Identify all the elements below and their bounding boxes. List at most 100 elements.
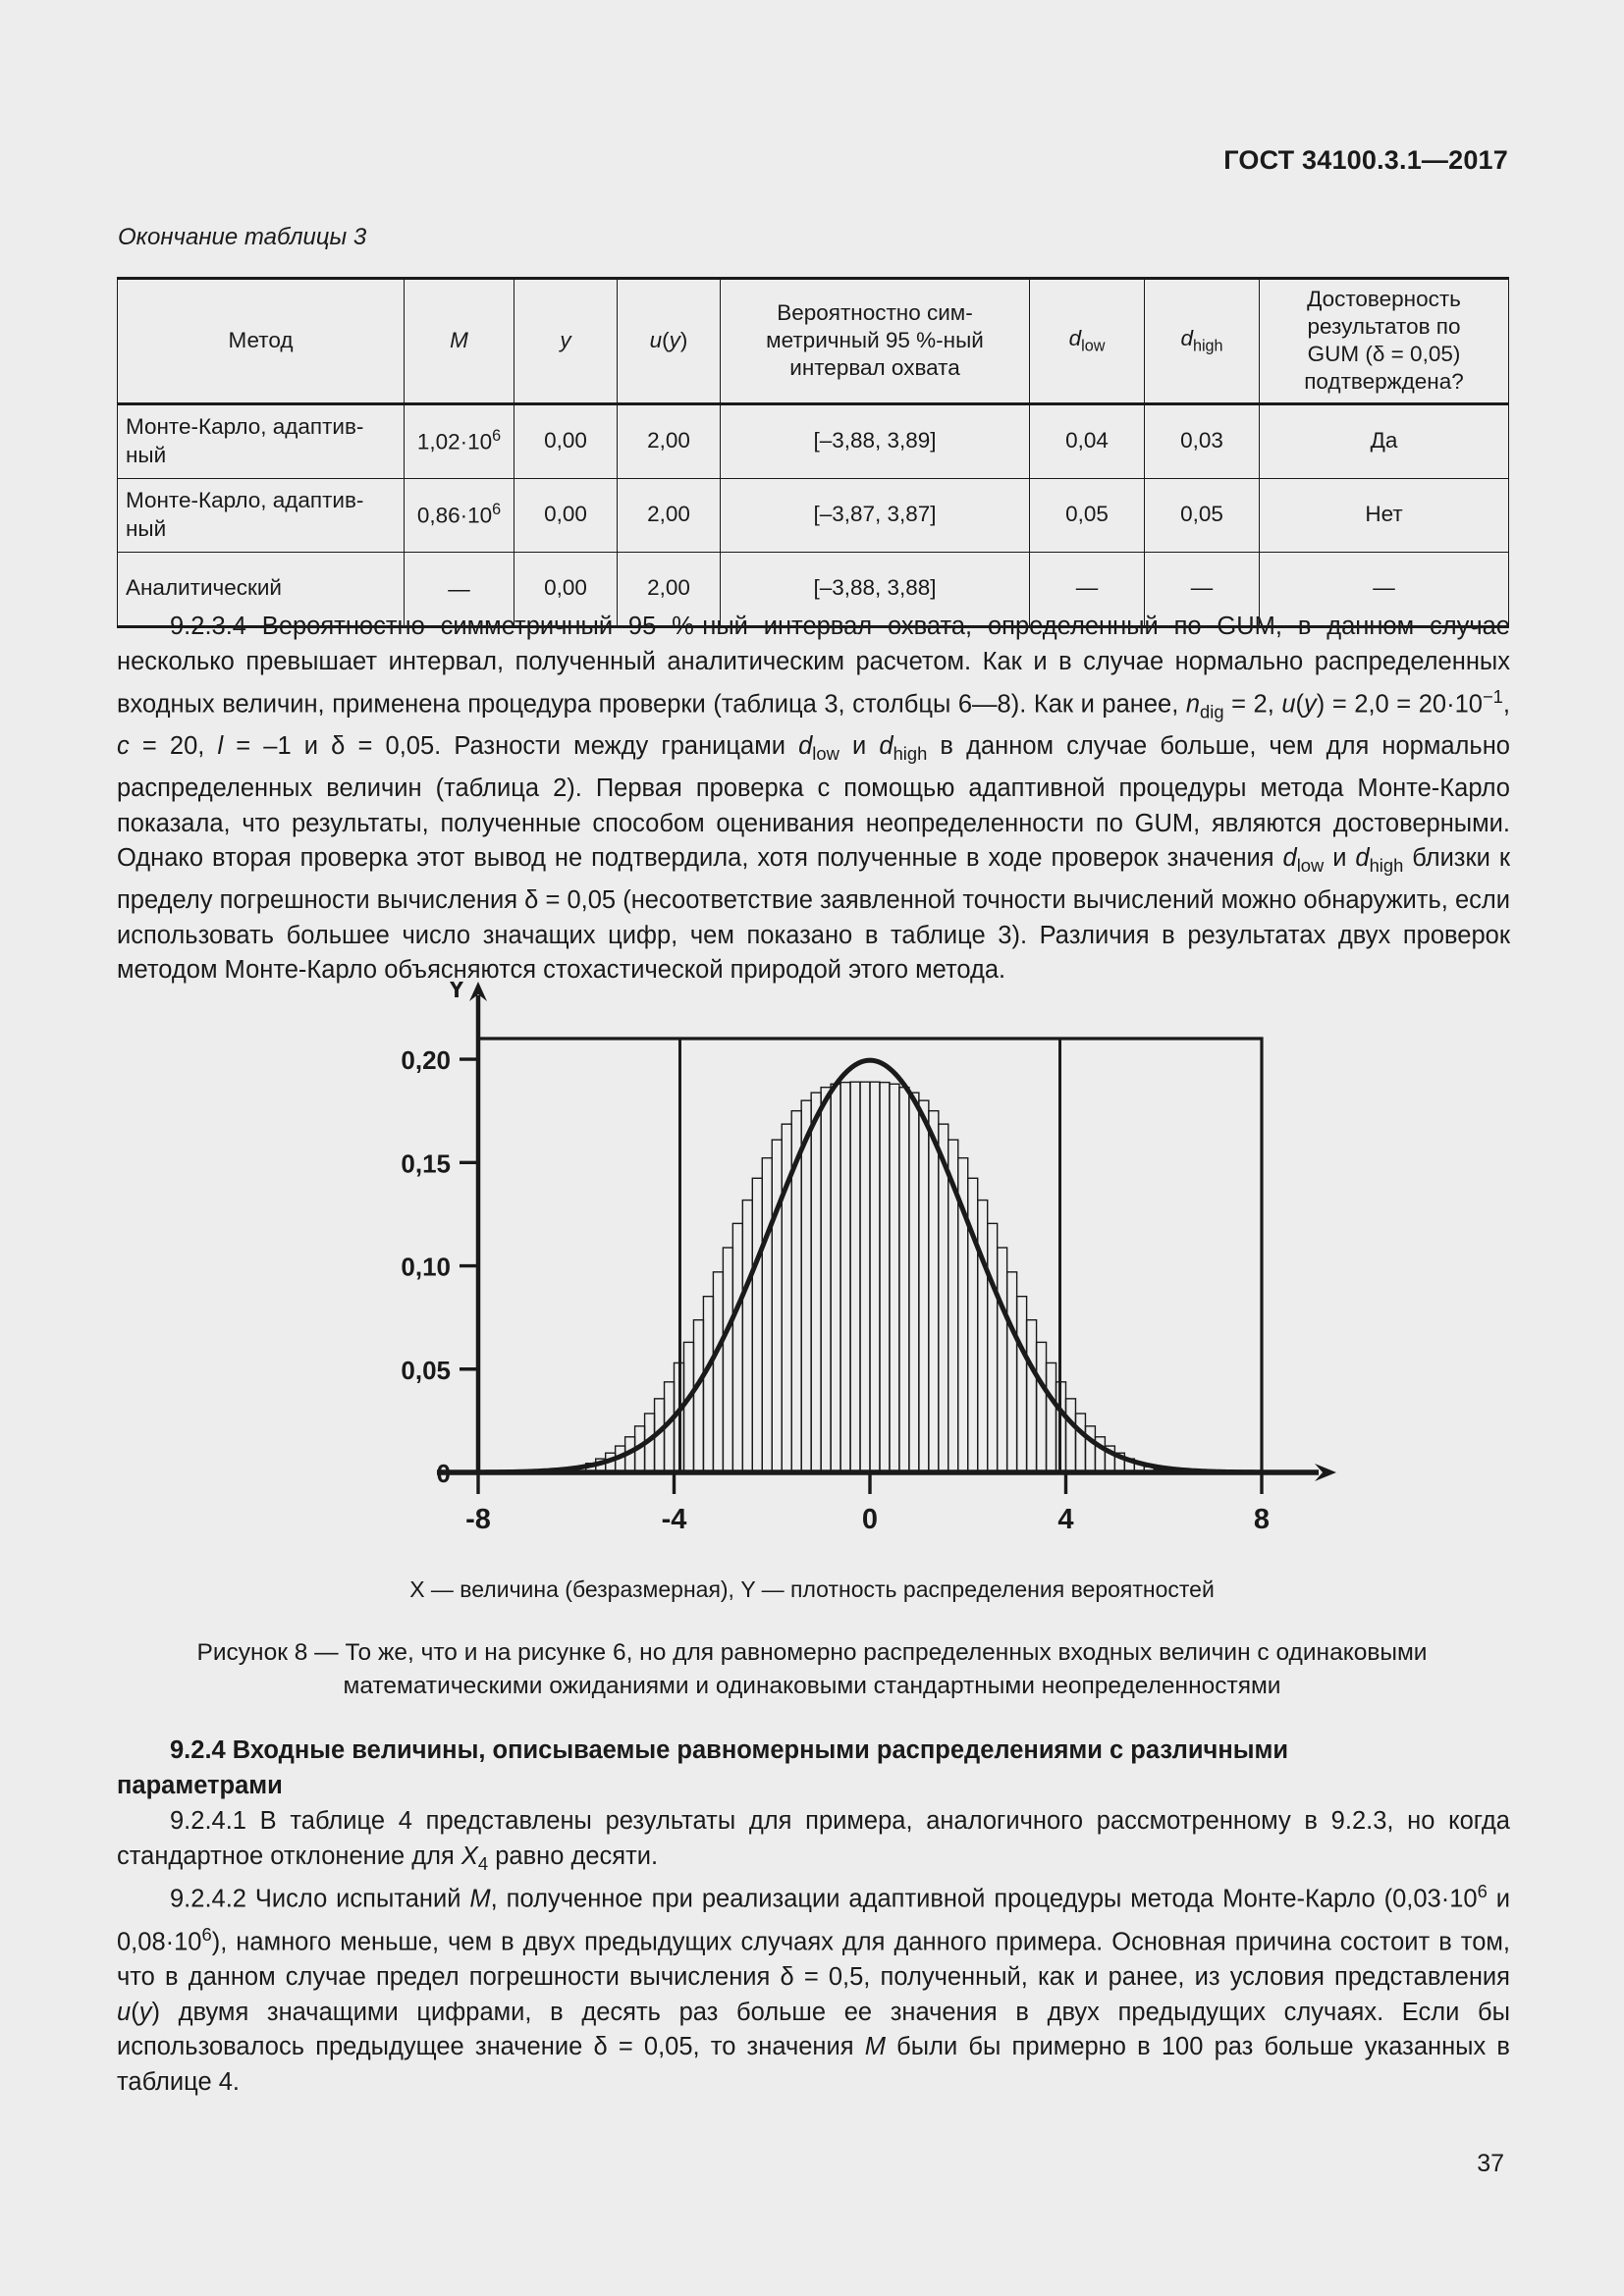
col-header-interval: Вероятностно сим- метричный 95 %-ный инт… — [720, 277, 1030, 405]
table-body: Монте-Карло, адаптив-ный 1,02·106 0,00 2… — [117, 402, 1509, 628]
col-header-uy-var: y — [669, 328, 680, 353]
histogram-bar — [869, 1081, 881, 1473]
x-tick-label: 8 — [1254, 1504, 1270, 1535]
cell-interval: [–3,87, 3,87] — [720, 477, 1030, 553]
histogram-bar — [1045, 1362, 1057, 1473]
histogram-bar — [849, 1081, 861, 1473]
table-caption: Окончание таблицы 3 — [118, 224, 367, 250]
cell-m: 1,02·106 — [404, 402, 514, 479]
cell-dlow: 0,05 — [1029, 477, 1145, 553]
histogram-bar — [1015, 1295, 1028, 1473]
table-row: Аналитический — 0,00 2,00 [–3,88, 3,88] … — [117, 551, 1509, 628]
histogram-bar — [839, 1081, 851, 1473]
histogram-bar — [996, 1247, 1008, 1473]
histogram-bar — [928, 1109, 940, 1473]
cell-interval: [–3,88, 3,89] — [720, 402, 1030, 479]
cell-uy: 2,00 — [617, 477, 721, 553]
col-header-y: y — [514, 277, 618, 405]
histogram-bar — [938, 1123, 949, 1473]
histogram-bar — [987, 1222, 999, 1473]
histogram-bar — [771, 1139, 783, 1473]
y-tick-label: 0,15 — [401, 1148, 451, 1178]
histogram-bar — [898, 1086, 910, 1473]
y-tick-label: 0 — [437, 1459, 451, 1488]
pdf-curve — [477, 1057, 1263, 1475]
figure-caption-line2: математическими ожиданиями и одинаковыми… — [343, 1673, 1281, 1699]
histogram-bar — [702, 1295, 715, 1473]
x-tick-label: -8 — [465, 1504, 491, 1535]
cell-method: Аналитический — [117, 551, 405, 628]
dhigh-base: d — [1180, 326, 1193, 351]
x-tick-label: 0 — [862, 1504, 878, 1535]
col-header-interval-l2: метричный 95 %-ный — [766, 328, 984, 353]
y-axis-arrow — [469, 982, 487, 1001]
histogram-bar — [1074, 1413, 1087, 1473]
cell-m-mantissa: 1,02·10 — [416, 429, 493, 454]
cell-uy: 2,00 — [617, 402, 721, 479]
paragraph-9-2-4-2: 9.2.4.2 Число испытаний M, полученное пр… — [117, 1881, 1510, 2096]
cell-dhigh: 0,03 — [1144, 402, 1260, 479]
col-header-uy-base: u — [649, 328, 663, 353]
x-axis-arrow — [1315, 1464, 1336, 1481]
col-header-dlow: dlow — [1029, 277, 1145, 405]
cell-dlow: — — [1029, 551, 1145, 628]
histogram-bar — [722, 1247, 734, 1473]
histogram-bar — [741, 1199, 753, 1473]
dlow-sub: low — [1081, 337, 1106, 355]
histogram-bar — [1035, 1341, 1048, 1473]
col-header-dhigh: dhigh — [1144, 277, 1260, 405]
histogram-bar — [879, 1081, 891, 1473]
cell-m-mantissa: — — [448, 576, 470, 602]
histogram-bar — [800, 1099, 812, 1473]
histogram-bar — [918, 1099, 930, 1473]
cell-gum: Нет — [1259, 477, 1509, 553]
y-tick-label: 0,05 — [401, 1356, 451, 1385]
cell-gum: Да — [1259, 402, 1509, 479]
cell-y: 0,00 — [514, 477, 618, 553]
page-number: 37 — [1477, 2150, 1504, 2177]
histogram-bar — [1084, 1425, 1097, 1473]
dlow-base: d — [1068, 326, 1082, 351]
cell-m: 0,86·106 — [404, 477, 514, 553]
table-header: Метод M y u(y) Вероятностно сим- метричн… — [117, 277, 1509, 405]
paragraph-9-2-4-1: 9.2.4.1 В таблице 4 представлены результ… — [117, 1807, 1510, 1874]
histogram-bar — [820, 1086, 832, 1473]
col-header-gum-l1: Достоверность — [1307, 287, 1461, 311]
table-row: Монте-Карло, адаптив-ный 0,86·106 0,00 2… — [117, 477, 1509, 553]
histogram-bar — [731, 1222, 744, 1473]
histogram-bar — [761, 1156, 773, 1473]
y-tick-label: 0,20 — [401, 1045, 451, 1075]
col-header-gum-l2: результатов по — [1307, 314, 1461, 340]
figure-caption-line1: Рисунок 8 — То же, что и на рисунке 6, н… — [196, 1639, 1428, 1666]
col-header-gum: Достоверность результатов по GUM (δ = 0,… — [1259, 277, 1509, 405]
x-tick-label: 4 — [1057, 1504, 1073, 1535]
col-header-interval-l3: интервал охвата — [789, 355, 960, 381]
histogram-bar — [692, 1318, 705, 1473]
histogram-bar — [712, 1271, 725, 1473]
histogram-bar — [751, 1177, 763, 1473]
figure-legend: X — величина (безразмерная), Y — плотнос… — [409, 1576, 1215, 1602]
histogram-bar — [859, 1081, 871, 1473]
cell-m-exponent: 6 — [492, 501, 502, 519]
cell-method: Монте-Карло, адаптив-ный — [117, 402, 405, 479]
cell-dlow: 0,04 — [1029, 402, 1145, 479]
histogram-bar — [1005, 1271, 1018, 1473]
cell-dhigh: 0,05 — [1144, 477, 1260, 553]
figure-caption: Рисунок 8 — То же, что и на рисунке 6, н… — [184, 1636, 1440, 1703]
cell-m-exponent: 6 — [492, 427, 502, 446]
histogram-bar — [1025, 1318, 1038, 1473]
histogram-bar — [908, 1092, 920, 1473]
results-table: Метод M y u(y) Вероятностно сим- метричн… — [117, 277, 1509, 628]
col-header-m: M — [404, 277, 514, 405]
plot-frame — [478, 1037, 1264, 1472]
standard-number-header: ГОСТ 34100.3.1—2017 — [1223, 145, 1508, 175]
histogram-bar — [810, 1092, 822, 1473]
table-row: Монте-Карло, адаптив-ный 1,02·106 0,00 2… — [117, 402, 1509, 479]
col-header-uy-arg: (y) — [662, 328, 688, 353]
cell-gum: — — [1259, 551, 1509, 628]
cell-method: Монте-Карло, адаптив-ный — [117, 477, 405, 553]
paragraph-9-2-3-4: 9.2.3.4 Вероятностно симметричный 95 %-н… — [117, 613, 1510, 985]
